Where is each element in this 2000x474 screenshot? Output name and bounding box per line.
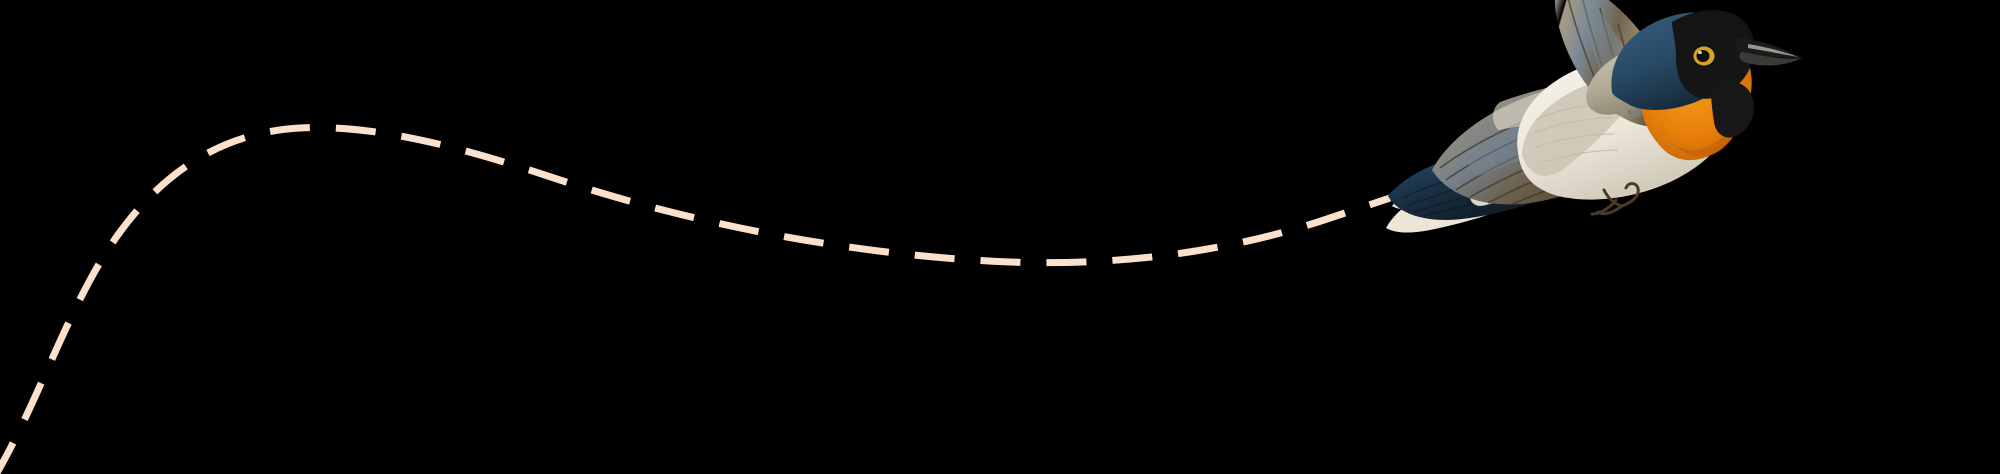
eye bbox=[1693, 46, 1715, 66]
head bbox=[1611, 10, 1802, 138]
foot-leg bbox=[1602, 188, 1624, 208]
bird-group bbox=[1386, 0, 1802, 233]
dashed-flight-path bbox=[0, 124, 1392, 474]
beak-lower bbox=[1739, 52, 1802, 66]
feet bbox=[1590, 182, 1640, 216]
beak-highlight bbox=[1748, 44, 1798, 57]
foot-claw-3 bbox=[1590, 198, 1618, 216]
throat-shading bbox=[1660, 110, 1744, 157]
foot-claw-1 bbox=[1620, 182, 1640, 208]
eye-glint bbox=[1698, 50, 1702, 55]
breast-feather-lines bbox=[1531, 103, 1619, 163]
cheek-stripe bbox=[1711, 80, 1755, 138]
